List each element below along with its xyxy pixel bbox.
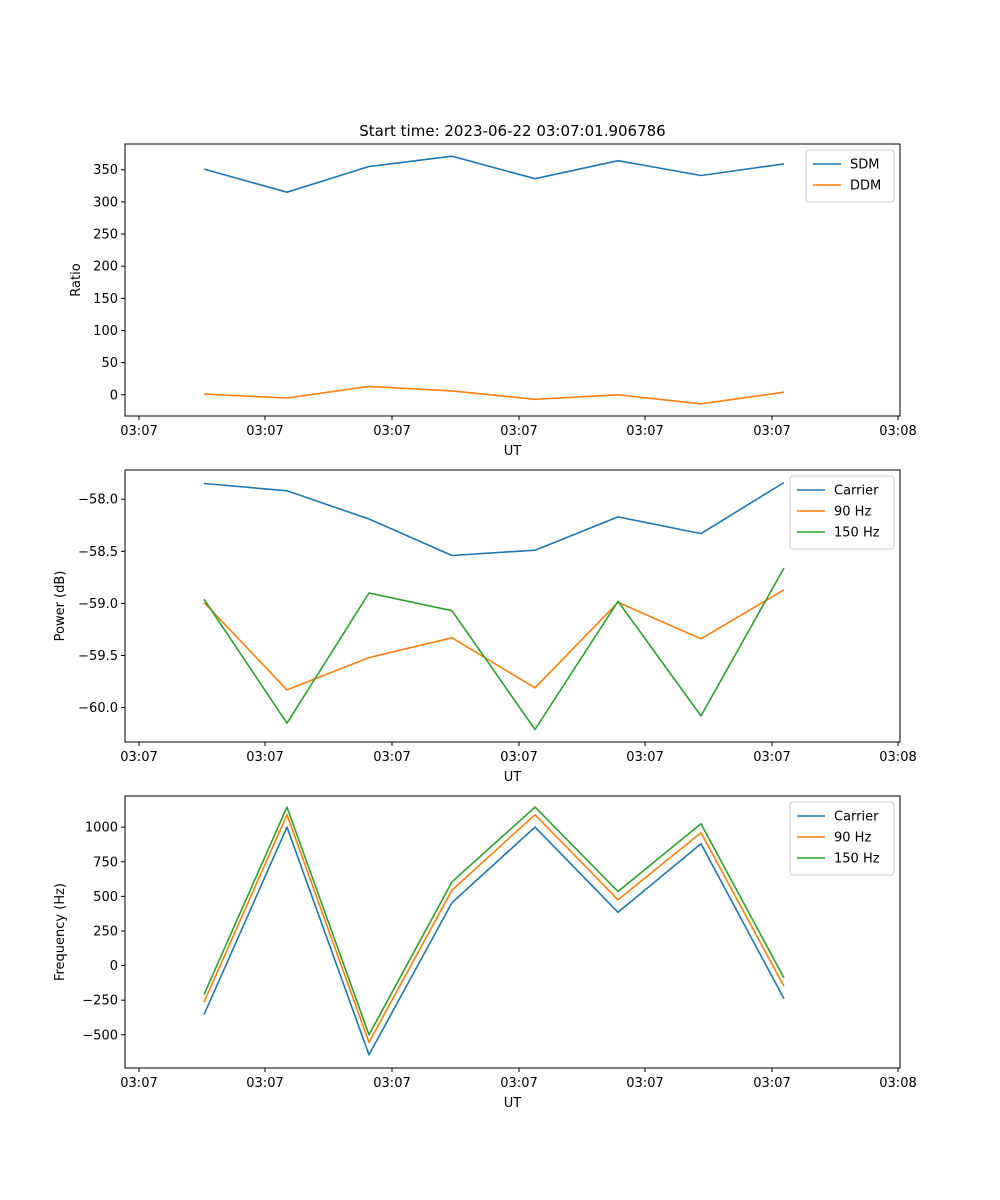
series-line-150-hz [203, 567, 785, 731]
y-tick-label: 150 [93, 292, 118, 307]
legend-box [789, 475, 895, 550]
legend-entry: DDM [850, 179, 881, 194]
chart-panel-3: 03:07 03:07 03:07 03:07 03:07 03:07 03:08 −500 −… [53, 795, 917, 1111]
y-tick-label: 0 [110, 959, 118, 974]
legend: Carrier 90 Hz 150 Hz [789, 475, 895, 550]
x-tick-label: 03:07 [373, 750, 410, 765]
y-tick-label: 250 [93, 924, 118, 939]
plot-area [124, 143, 901, 417]
y-tick-label: 0 [110, 388, 118, 403]
x-tick-label: 03:07 [120, 1076, 157, 1091]
y-tick-label: 300 [93, 195, 118, 210]
x-tick-label: 03:07 [753, 424, 790, 439]
y-tick-label: 200 [93, 260, 118, 275]
legend-box [789, 801, 895, 876]
legend-entry: 150 Hz [834, 852, 880, 867]
y-tick-label: −250 [82, 994, 118, 1009]
y-tick-label: −58.5 [78, 545, 118, 560]
legend-entry: 90 Hz [834, 831, 871, 846]
x-tick-label: 03:07 [373, 1076, 410, 1091]
legend-entry: Carrier [834, 484, 879, 499]
y-tick-label: −59.5 [78, 649, 118, 664]
legend-box [805, 149, 895, 203]
x-tick-label: 03:07 [626, 750, 663, 765]
x-tick-label: 03:08 [879, 1076, 916, 1091]
series-line-carrier [203, 826, 785, 1056]
legend-entry: Carrier [834, 810, 879, 825]
x-tick-label: 03:08 [879, 750, 916, 765]
legend-entry: SDM [850, 158, 879, 173]
x-tick-label: 03:07 [373, 424, 410, 439]
legend: Carrier 90 Hz 150 Hz [789, 801, 895, 876]
x-tick-label: 03:07 [246, 1076, 283, 1091]
x-axis-label: UT [504, 770, 522, 785]
series-line-90-hz [203, 589, 785, 691]
x-tick-label: 03:07 [120, 424, 157, 439]
y-tick-label: 100 [93, 324, 118, 339]
y-tick-label: 350 [93, 163, 118, 178]
series-line-ddm [203, 385, 785, 405]
x-tick-label: 03:07 [500, 750, 537, 765]
chart-panel-1: 03:07 03:07 03:07 03:07 03:07 03:07 03:08 0 50 10… [69, 122, 917, 459]
x-tick-label: 03:07 [500, 1076, 537, 1091]
chart-panel-2: 03:07 03:07 03:07 03:07 03:07 03:07 03:08 −60.0… [53, 469, 917, 785]
series-line-90-hz [203, 813, 785, 1044]
x-tick-label: 03:07 [626, 1076, 663, 1091]
series-line-150-hz [203, 806, 785, 1036]
plot-area [124, 469, 901, 743]
x-tick-label: 03:07 [753, 750, 790, 765]
x-axis-label: UT [504, 1096, 522, 1111]
y-tick-label: 500 [93, 890, 118, 905]
x-tick-label: 03:07 [246, 424, 283, 439]
y-tick-label: 250 [93, 228, 118, 243]
y-tick-label: 50 [101, 356, 118, 371]
series-line-carrier [203, 481, 785, 557]
y-tick-label: −500 [82, 1028, 118, 1043]
y-axis-label: Ratio [69, 263, 84, 296]
legend: SDM DDM [805, 149, 895, 203]
x-tick-label: 03:07 [753, 1076, 790, 1091]
x-axis-label: UT [504, 444, 522, 459]
x-tick-label: 03:07 [246, 750, 283, 765]
x-tick-label: 03:07 [120, 750, 157, 765]
y-tick-label: 750 [93, 855, 118, 870]
x-tick-label: 03:07 [626, 424, 663, 439]
y-axis-label: Frequency (Hz) [53, 883, 68, 981]
chart-title: Start time: 2023-06-22 03:07:01.906786 [359, 122, 665, 140]
y-tick-label: 1000 [85, 821, 118, 836]
y-axis-label: Power (dB) [53, 571, 68, 642]
x-tick-label: 03:08 [879, 424, 916, 439]
y-tick-label: −59.0 [78, 597, 118, 612]
legend-entry: 90 Hz [834, 505, 871, 520]
plot-area [124, 795, 901, 1069]
series-line-sdm [203, 155, 785, 193]
x-tick-label: 03:07 [500, 424, 537, 439]
y-tick-label: −58.0 [78, 493, 118, 508]
y-tick-label: −60.0 [78, 701, 118, 716]
legend-entry: 150 Hz [834, 526, 880, 541]
